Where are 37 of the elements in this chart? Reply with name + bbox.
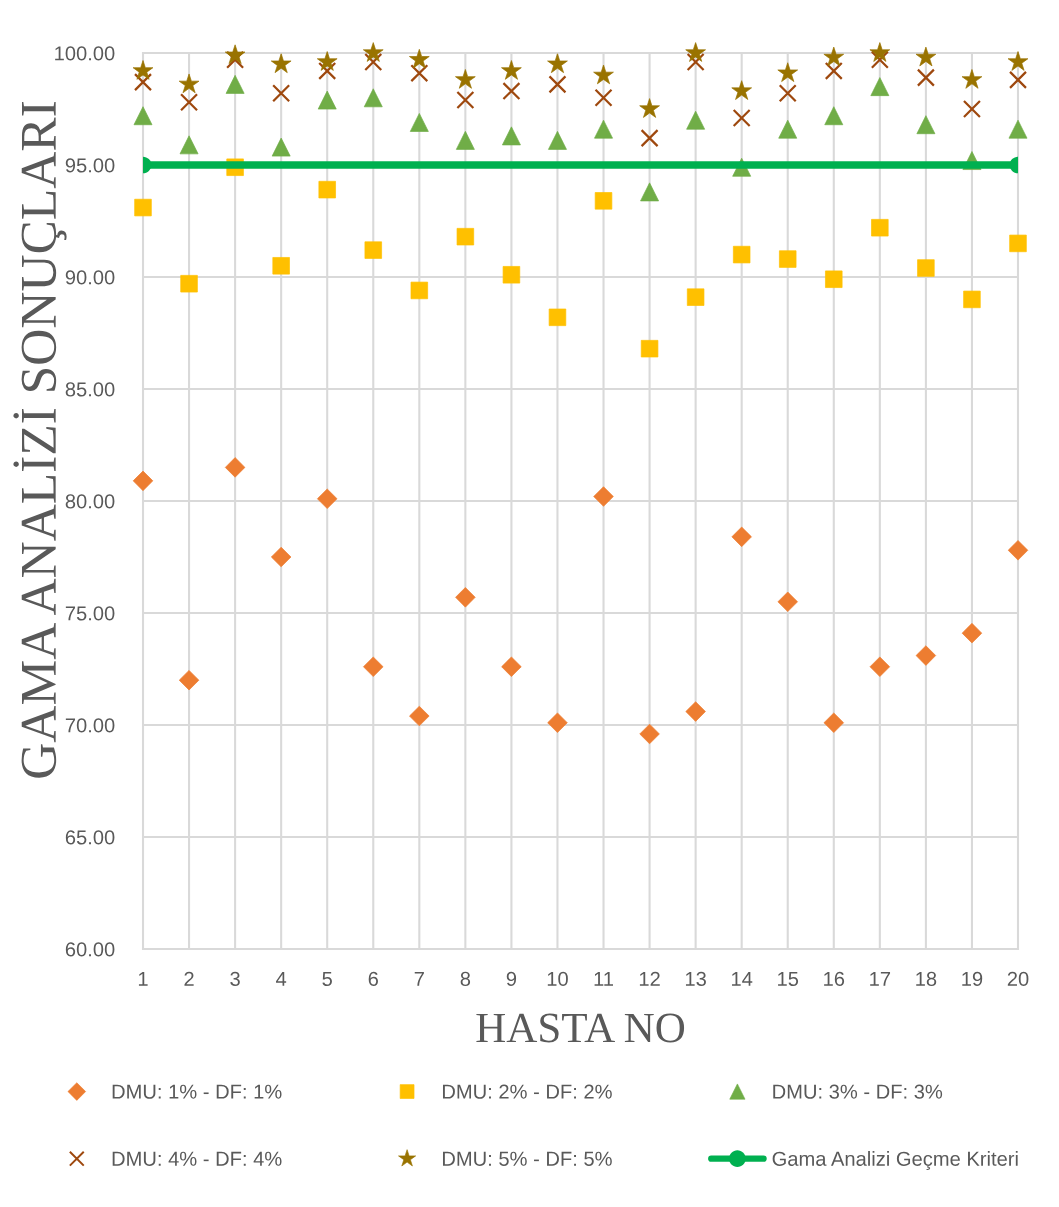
x-tick-label: 6	[368, 971, 378, 987]
x-tick-label: 13	[685, 971, 706, 987]
legend-label: DMU: 1% - DF: 1%	[112, 1084, 282, 1099]
y-axis-title: GAMA ANALİZİ SONUÇLARI	[13, 102, 67, 778]
x-tick-label: 19	[962, 971, 983, 987]
x-tick-label: 9	[506, 971, 517, 987]
legend-label: DMU: 2% - DF: 2%	[442, 1084, 612, 1099]
x-tick-label: 16	[824, 971, 845, 987]
x-axis-title: HASTA NO	[476, 1013, 685, 1043]
y-tick-label: 85.00	[65, 382, 115, 397]
x-tick-label: 15	[778, 971, 799, 987]
x-tick-label: 1	[138, 971, 148, 986]
x-tick-label: 5	[322, 971, 332, 987]
x-tick-label: 4	[276, 971, 287, 986]
legend-label: DMU: 4% - DF: 4%	[112, 1151, 282, 1166]
y-tick-label: 60.00	[65, 942, 115, 957]
x-tick-label: 17	[870, 971, 891, 986]
x-tick-label: 18	[916, 971, 937, 987]
y-tick-label: 95.00	[65, 158, 115, 173]
x-tick-label: 2	[184, 971, 194, 986]
y-tick-label: 90.00	[65, 270, 115, 285]
x-tick-label: 12	[639, 971, 660, 986]
x-tick-label: 10	[547, 971, 568, 987]
y-tick-label: 70.00	[65, 718, 115, 733]
legend-label: DMU: 5% - DF: 5%	[442, 1151, 612, 1166]
legend-label: Gama Analizi Geçme Kriteri	[772, 1151, 1018, 1170]
x-tick-label: 14	[732, 971, 753, 986]
x-tick-label: 11	[594, 971, 613, 986]
y-tick-label: 100.00	[55, 46, 115, 61]
y-tick-label: 80.00	[65, 494, 115, 509]
legend-label: DMU: 3% - DF: 3%	[773, 1084, 943, 1099]
x-tick-label: 3	[230, 971, 240, 987]
x-tick-label: 8	[460, 971, 471, 987]
x-tick-label: 7	[414, 971, 424, 986]
y-tick-label: 75.00	[65, 606, 115, 621]
y-tick-label: 65.00	[65, 830, 115, 845]
x-tick-label: 20	[1007, 971, 1029, 987]
